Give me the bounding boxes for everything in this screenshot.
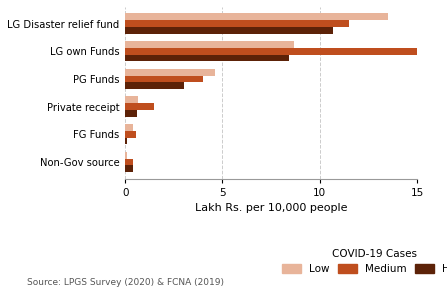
X-axis label: Lakh Rs. per 10,000 people: Lakh Rs. per 10,000 people <box>195 203 347 213</box>
Bar <box>125 27 333 34</box>
Bar <box>125 82 184 89</box>
Bar <box>125 152 127 159</box>
Bar <box>125 103 154 110</box>
Bar <box>125 165 133 172</box>
Bar <box>125 41 295 48</box>
Bar <box>125 55 289 61</box>
Bar <box>125 110 137 117</box>
Bar <box>125 48 417 55</box>
Text: Source: LPGS Survey (2020) & FCNA (2019): Source: LPGS Survey (2020) & FCNA (2019) <box>27 278 224 287</box>
Bar <box>125 69 215 75</box>
Bar <box>125 159 133 165</box>
Bar <box>125 14 388 20</box>
Bar <box>125 138 127 144</box>
Bar <box>125 96 138 103</box>
Bar <box>125 124 133 131</box>
Bar <box>125 75 203 82</box>
Bar <box>125 131 136 138</box>
Legend: Low, Medium, High: Low, Medium, High <box>282 249 447 274</box>
Bar <box>125 20 349 27</box>
